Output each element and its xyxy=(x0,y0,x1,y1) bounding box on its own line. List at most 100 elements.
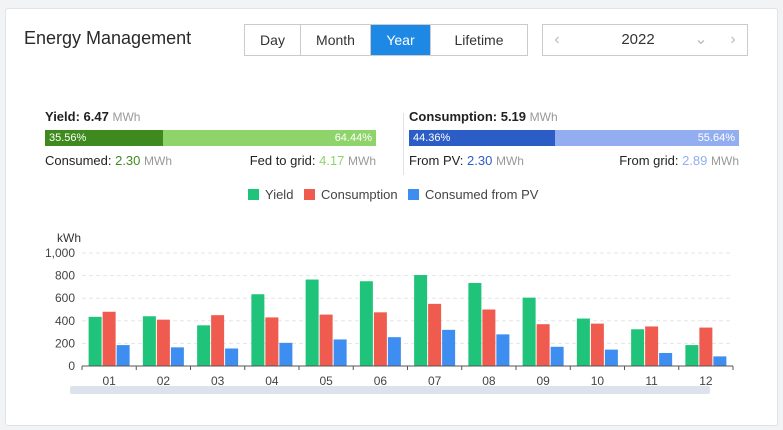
tab-year[interactable]: Year xyxy=(371,25,431,55)
chart-legend: Yield Consumption Consumed from PV xyxy=(0,186,783,204)
page-title: Energy Management xyxy=(24,28,192,48)
bar-yield-03[interactable] xyxy=(197,325,211,366)
bar-consumption-01[interactable] xyxy=(102,311,116,366)
bar-yield-01[interactable] xyxy=(88,316,102,366)
chart-bars xyxy=(88,275,727,367)
bar-consumed-from-pv-12[interactable] xyxy=(713,356,727,366)
summary-divider xyxy=(403,113,404,175)
consumed-label: Consumed: xyxy=(45,153,116,168)
chart-zoom-scrollbar[interactable] xyxy=(70,386,710,394)
yield-fed-segment: 64.44% xyxy=(162,130,376,146)
bar-consumption-11[interactable] xyxy=(645,326,659,366)
from-grid-unit: MWh xyxy=(711,154,739,168)
legend-item-consumption[interactable]: Consumption xyxy=(304,186,398,204)
consumption-unit: MWh xyxy=(529,110,558,124)
bar-consumed-from-pv-04[interactable] xyxy=(279,342,293,366)
bar-consumption-03[interactable] xyxy=(211,315,225,366)
bar-consumed-from-pv-01[interactable] xyxy=(116,345,130,366)
bar-consumption-07[interactable] xyxy=(428,303,442,366)
x-tick-label: 09 xyxy=(536,374,550,388)
bar-yield-02[interactable] xyxy=(142,316,156,366)
energy-bar-chart: kWh 0 200 400 600 800 1,000 01 02 03 04 05 06 07 08 09… xyxy=(45,231,734,388)
consumption-value: 5.19 xyxy=(500,109,527,124)
bar-consumed-from-pv-11[interactable] xyxy=(659,353,673,366)
x-tick-label: 11 xyxy=(645,374,658,388)
legend-swatch-consumption xyxy=(304,189,315,200)
consumption-summary: Consumption: 5.19 MWh 44.36% 55.64% From… xyxy=(409,108,739,168)
bar-consumption-02[interactable] xyxy=(156,319,170,366)
bar-consumed-from-pv-06[interactable] xyxy=(387,337,401,366)
tab-month[interactable]: Month xyxy=(301,25,371,55)
bar-consumed-from-pv-09[interactable] xyxy=(550,346,564,366)
x-tick-label: 06 xyxy=(374,374,388,388)
bar-consumed-from-pv-03[interactable] xyxy=(225,348,239,366)
consumption-label: Consumption: xyxy=(409,109,498,124)
bar-yield-09[interactable] xyxy=(522,297,536,366)
yield-unit: MWh xyxy=(112,110,141,124)
bar-consumption-10[interactable] xyxy=(590,323,604,366)
bar-yield-06[interactable] xyxy=(359,281,373,366)
bar-consumed-from-pv-07[interactable] xyxy=(442,329,456,366)
from-pv-unit: MWh xyxy=(495,154,524,168)
bar-yield-08[interactable] xyxy=(468,282,482,366)
y-tick-label: 400 xyxy=(55,314,75,328)
consumption-ratio-bar: 44.36% 55.64% xyxy=(409,130,739,146)
yield-summary: Yield: 6.47 MWh 35.56% 64.44% Consumed: … xyxy=(45,108,376,168)
y-tick-label: 200 xyxy=(55,336,75,350)
from-pv-text: From PV: 2.30 MWh xyxy=(409,152,524,170)
tab-lifetime[interactable]: Lifetime xyxy=(454,32,504,48)
yield-consumed-segment: 35.56% xyxy=(45,130,163,146)
legend-label-consumption: Consumption xyxy=(321,187,398,202)
year-value[interactable]: 2022 xyxy=(621,31,655,48)
x-tick-label: 07 xyxy=(428,374,442,388)
consumption-pv-segment: 44.36% xyxy=(409,130,556,146)
bar-consumption-06[interactable] xyxy=(373,312,387,366)
bar-consumption-04[interactable] xyxy=(265,317,279,366)
fed-unit: MWh xyxy=(348,154,376,168)
bar-yield-04[interactable] xyxy=(251,294,265,366)
consumption-grid-segment: 55.64% xyxy=(555,130,739,146)
from-grid-value: 2.89 xyxy=(682,153,708,168)
time-range-tabs: Day Month Year Lifetime xyxy=(244,24,528,56)
bar-yield-07[interactable] xyxy=(414,275,428,366)
y-tick-label: 0 xyxy=(68,359,75,373)
bar-yield-05[interactable] xyxy=(305,279,319,366)
consumed-unit: MWh xyxy=(144,154,173,168)
consumed-value: 2.30 xyxy=(115,153,141,168)
yield-label: Yield: xyxy=(45,109,80,124)
yield-heading: Yield: 6.47 MWh xyxy=(45,108,376,126)
legend-label-yield: Yield xyxy=(265,187,294,202)
consumption-heading: Consumption: 5.19 MWh xyxy=(409,108,739,126)
legend-label-consumed-from-pv: Consumed from PV xyxy=(425,187,539,202)
from-grid-label: From grid: xyxy=(619,153,683,168)
chart-axes: 0 200 400 600 800 1,000 01 02 03 04 05 06 07 08 09 10 11… xyxy=(45,246,734,388)
bar-consumed-from-pv-05[interactable] xyxy=(333,339,347,366)
bar-consumption-12[interactable] xyxy=(699,327,713,366)
tab-day[interactable]: Day xyxy=(245,25,301,55)
chart-grid xyxy=(82,252,733,344)
x-tick-label: 08 xyxy=(482,374,496,388)
yield-consumed-text: Consumed: 2.30 MWh xyxy=(45,152,172,170)
x-tick-label: 04 xyxy=(265,374,279,388)
bar-consumed-from-pv-10[interactable] xyxy=(604,349,618,366)
fed-value: 4.17 xyxy=(319,153,345,168)
bar-consumption-05[interactable] xyxy=(319,314,333,366)
bar-consumed-from-pv-02[interactable] xyxy=(170,347,184,366)
chevron-right-icon[interactable]: › xyxy=(730,31,736,48)
y-tick-label: 1,000 xyxy=(45,246,75,260)
bar-yield-10[interactable] xyxy=(576,318,590,366)
x-tick-label: 03 xyxy=(211,374,225,388)
yield-ratio-bar: 35.56% 64.44% xyxy=(45,130,376,146)
from-pv-value: 2.30 xyxy=(467,153,493,168)
bar-consumption-08[interactable] xyxy=(482,309,496,367)
legend-item-consumed-from-pv[interactable]: Consumed from PV xyxy=(408,186,538,204)
legend-item-yield[interactable]: Yield xyxy=(248,186,293,204)
bar-yield-12[interactable] xyxy=(685,345,699,366)
bar-consumption-09[interactable] xyxy=(536,324,550,366)
from-grid-text: From grid: 2.89 MWh xyxy=(619,152,739,170)
chevron-down-icon[interactable]: ⌄ xyxy=(694,31,708,48)
bar-yield-11[interactable] xyxy=(631,329,645,366)
bar-consumed-from-pv-08[interactable] xyxy=(496,334,510,366)
chevron-left-icon[interactable]: ‹ xyxy=(554,31,560,48)
yield-fed-text: Fed to grid: 4.17 MWh xyxy=(250,152,376,170)
